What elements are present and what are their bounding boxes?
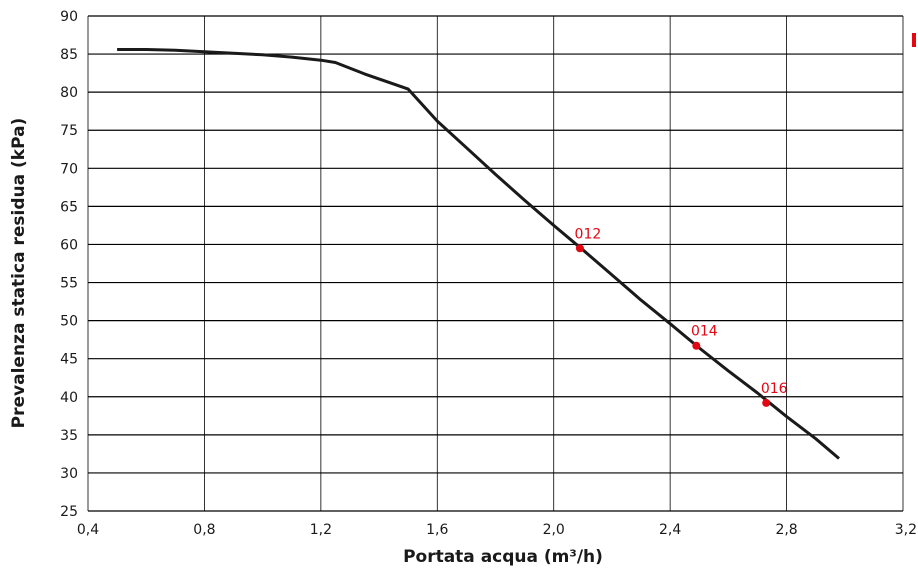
chart-annotations: 012 014 016 [575, 226, 788, 407]
x-tick-label: 1,2 [310, 522, 332, 538]
x-tick-label: 2,8 [775, 522, 797, 538]
annotation-label: 014 [691, 324, 718, 340]
x-tick-label: 2,0 [543, 522, 565, 538]
annotation-point [692, 341, 701, 350]
x-tick-label: 3,2 [895, 522, 917, 538]
annotation-point [575, 244, 584, 253]
series-line [117, 48, 840, 460]
y-tick-label: 55 [60, 276, 78, 292]
y-tick-label: 75 [60, 123, 78, 139]
x-axis-ticks: 0,4 0,8 1,2 1,6 2,0 2,4 2,8 3,2 [77, 522, 917, 538]
y-tick-label: 45 [60, 352, 78, 368]
x-tick-label: 0,4 [77, 522, 99, 538]
y-tick-label: 30 [60, 466, 78, 482]
y-tick-label: 60 [60, 237, 78, 253]
x-axis-label: Portata acqua (m³/h) [403, 547, 603, 567]
annotation-point [762, 398, 771, 407]
y-tick-label: 50 [60, 314, 78, 330]
y-axis-label: Prevalenza statica residua (kPa) [9, 118, 29, 429]
y-tick-label: 80 [60, 85, 78, 101]
legend-marker [912, 33, 916, 47]
x-tick-label: 2,4 [659, 522, 681, 538]
x-tick-label: 0,8 [193, 522, 215, 538]
y-tick-label: 65 [60, 199, 78, 215]
y-tick-label: 40 [60, 390, 78, 406]
chart-series [117, 48, 840, 460]
y-tick-label: 90 [60, 9, 78, 25]
y-tick-label: 35 [60, 428, 78, 444]
x-tick-label: 1,6 [426, 522, 448, 538]
annotation-label: 012 [575, 226, 602, 242]
y-tick-label: 25 [60, 504, 78, 520]
y-tick-label: 70 [60, 161, 78, 177]
chart-grid [87, 15, 904, 512]
annotation-label: 016 [761, 381, 788, 397]
y-axis-ticks: 25 30 35 40 45 50 55 60 65 70 75 80 85 90 [60, 9, 78, 520]
y-tick-label: 85 [60, 47, 78, 63]
